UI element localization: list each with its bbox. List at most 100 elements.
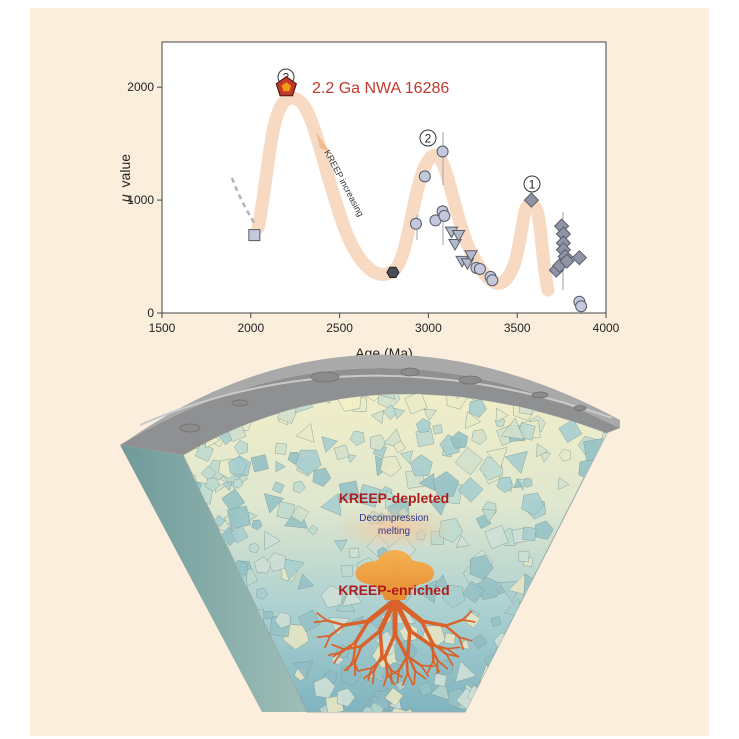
mantle-fragment [521, 492, 545, 516]
kreep-enriched-label: KREEP-enriched [338, 582, 449, 598]
crust-top-surface [120, 354, 620, 445]
plume-root [414, 670, 427, 680]
mantle-fragment [336, 393, 362, 412]
x-tick-label: 3500 [504, 321, 531, 335]
mantle-fragment [558, 419, 583, 443]
mantle-fragment [557, 476, 570, 491]
plume-root [428, 643, 439, 662]
plume-body [355, 550, 435, 600]
plume-root [401, 672, 409, 686]
mantle-fragment [341, 564, 354, 578]
mantle-fragment [333, 539, 348, 552]
mantle-fragment [249, 542, 260, 554]
mantle-fragment [496, 476, 514, 494]
plume-root [378, 628, 384, 657]
mantle-fragment [307, 524, 319, 536]
mantle-fragment [349, 430, 365, 446]
mantle-fragment [441, 584, 466, 609]
mantle-fragment [433, 574, 449, 589]
mantle-fragment [469, 554, 494, 580]
plume-root [419, 619, 435, 645]
mantle-fragment [484, 524, 509, 550]
circle-marker [436, 145, 449, 158]
mantle-fragment [297, 609, 321, 633]
kreep-depleted-label: KREEP-depleted [339, 490, 449, 506]
mantle-fragment [417, 681, 433, 697]
pentagon-marker [275, 75, 298, 97]
plume-root [371, 669, 375, 685]
plume-root [382, 673, 389, 687]
plume-root [393, 632, 409, 658]
plume-root [420, 664, 430, 677]
plume-root [428, 643, 449, 651]
mantle-fragment [399, 450, 414, 464]
mantle-fragment [468, 399, 488, 418]
mantle-fragment [471, 429, 488, 446]
mantle-fragment [454, 446, 484, 476]
plume-root [328, 623, 346, 637]
mantle-fragment [370, 409, 385, 425]
mantle-fragment [362, 705, 373, 712]
mantle-fragment [369, 434, 387, 452]
plume-root [316, 612, 329, 622]
mantle-fragment [320, 493, 342, 516]
mantle-fragment [432, 471, 460, 497]
x-tick-label: 2000 [237, 321, 264, 335]
plume-root [390, 669, 403, 678]
x-tick-label: 4000 [593, 321, 620, 335]
mantle-fragment [455, 534, 470, 549]
mantle-fragment [444, 632, 456, 645]
mantle-fragment [500, 417, 525, 440]
mantle-fragment [263, 493, 285, 514]
mantle-fragment [464, 411, 482, 429]
plume-root [331, 643, 345, 651]
plume-root [461, 610, 473, 621]
svg-text:1: 1 [529, 178, 536, 192]
triangle-down-marker [451, 230, 466, 242]
triangle-down-marker [464, 250, 478, 263]
mantle-fragment [393, 407, 406, 420]
plume-root [325, 619, 346, 627]
mantle-fragment [558, 448, 571, 462]
mantle-fragment [271, 481, 285, 494]
mantle-fragment [342, 586, 363, 607]
mantle-fragment [372, 393, 396, 400]
mantle-fragment [522, 526, 537, 542]
mantle-fragment [384, 687, 404, 707]
plume-root [445, 653, 454, 666]
square-marker [248, 229, 261, 242]
plume-root [396, 669, 400, 684]
circle-marker [486, 274, 499, 287]
mantle-fragment [534, 520, 554, 540]
mantle-fragment [365, 393, 383, 402]
svg-text:μ value: μ value [117, 154, 133, 203]
mantle-fragment [415, 428, 435, 447]
plume-root [446, 646, 461, 650]
mantle-fragment [357, 483, 381, 508]
mantle-fragment [250, 454, 269, 473]
x-tick-label: 3000 [415, 321, 442, 335]
plume-root [353, 619, 371, 644]
mantle-fragment [462, 580, 485, 604]
circle-marker [438, 209, 451, 222]
mantle-fragment [282, 624, 310, 651]
y-tick-label: 0 [147, 306, 154, 320]
plume-root [333, 651, 343, 664]
mantle-fragment [228, 456, 248, 476]
plume-root [390, 669, 393, 684]
mantle-fragment [536, 443, 549, 458]
mantle-fragment [433, 673, 448, 687]
plume-root [444, 618, 464, 628]
y-tick-label: 1000 [127, 193, 154, 207]
plume-root [342, 619, 371, 627]
surface-craters [179, 367, 587, 433]
mantle-fragment [290, 505, 309, 524]
mantle-fragment [404, 393, 428, 415]
mantle-fragment [450, 430, 469, 449]
mantle-fragment [254, 556, 272, 574]
mantle-fragment [348, 547, 360, 559]
mantle-fragment [338, 480, 360, 502]
y-axis-label: μ value [117, 154, 133, 203]
plume-root [458, 636, 473, 642]
y-axis-symbol: μ [117, 194, 133, 203]
